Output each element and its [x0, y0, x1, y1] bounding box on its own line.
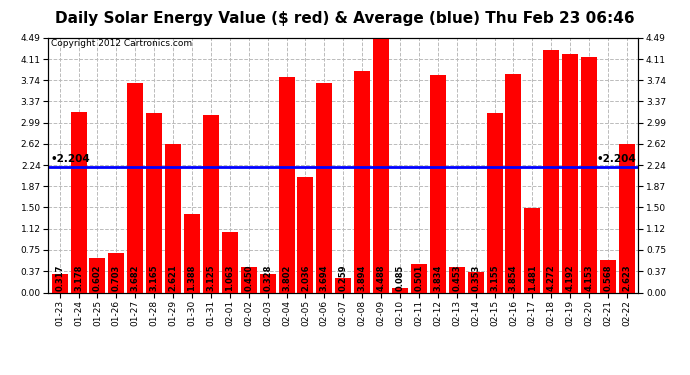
Text: 0.453: 0.453: [452, 265, 461, 291]
Bar: [297, 177, 313, 292]
Text: 3.125: 3.125: [206, 265, 215, 291]
Text: 1.063: 1.063: [226, 265, 235, 291]
Bar: [373, 38, 389, 292]
Text: •2.204: •2.204: [597, 154, 636, 164]
Bar: [335, 278, 351, 292]
Text: 4.153: 4.153: [584, 265, 593, 291]
Text: 3.694: 3.694: [320, 265, 329, 291]
Text: 0.568: 0.568: [604, 265, 613, 291]
Text: 3.165: 3.165: [150, 265, 159, 291]
Text: Copyright 2012 Cartronics.com: Copyright 2012 Cartronics.com: [51, 39, 193, 48]
Bar: [127, 83, 144, 292]
Bar: [392, 288, 408, 292]
Bar: [241, 267, 257, 292]
Bar: [524, 209, 540, 292]
Text: 3.155: 3.155: [490, 265, 499, 291]
Bar: [581, 57, 597, 292]
Text: 0.501: 0.501: [415, 265, 424, 291]
Text: 3.894: 3.894: [357, 265, 366, 291]
Text: •2.204: •2.204: [50, 154, 90, 164]
Bar: [52, 274, 68, 292]
Bar: [146, 113, 162, 292]
Bar: [259, 274, 276, 292]
Bar: [316, 83, 333, 292]
Text: 0.317: 0.317: [55, 265, 64, 291]
Text: 2.621: 2.621: [168, 265, 177, 291]
Text: 4.192: 4.192: [566, 265, 575, 291]
Text: 3.178: 3.178: [74, 265, 83, 291]
Text: 3.854: 3.854: [509, 265, 518, 291]
Bar: [543, 50, 560, 292]
Text: 4.488: 4.488: [377, 265, 386, 291]
Text: 3.802: 3.802: [282, 265, 291, 291]
Text: 0.085: 0.085: [395, 265, 404, 291]
Bar: [165, 144, 181, 292]
Bar: [90, 258, 106, 292]
Bar: [619, 144, 635, 292]
Text: 0.259: 0.259: [339, 265, 348, 291]
Text: Daily Solar Energy Value ($ red) & Average (blue) Thu Feb 23 06:46: Daily Solar Energy Value ($ red) & Avera…: [55, 11, 635, 26]
Bar: [279, 76, 295, 292]
Bar: [70, 112, 86, 292]
Bar: [562, 54, 578, 292]
Bar: [354, 71, 371, 292]
Bar: [108, 253, 124, 292]
Text: 2.623: 2.623: [622, 265, 631, 291]
Text: 4.272: 4.272: [546, 265, 555, 291]
Bar: [468, 273, 484, 292]
Text: 0.328: 0.328: [263, 265, 272, 291]
Text: 0.602: 0.602: [93, 265, 102, 291]
Bar: [203, 115, 219, 292]
Text: 2.036: 2.036: [301, 265, 310, 291]
Bar: [505, 74, 522, 292]
Bar: [486, 113, 502, 292]
Text: 3.682: 3.682: [131, 265, 140, 291]
Bar: [184, 214, 200, 292]
Bar: [430, 75, 446, 292]
Text: 1.388: 1.388: [188, 265, 197, 291]
Bar: [221, 232, 238, 292]
Text: 1.481: 1.481: [528, 265, 537, 291]
Bar: [448, 267, 465, 292]
Bar: [600, 260, 616, 292]
Text: 3.834: 3.834: [433, 265, 442, 291]
Text: 0.353: 0.353: [471, 265, 480, 291]
Text: 0.703: 0.703: [112, 265, 121, 291]
Bar: [411, 264, 427, 292]
Text: 0.450: 0.450: [244, 265, 253, 291]
